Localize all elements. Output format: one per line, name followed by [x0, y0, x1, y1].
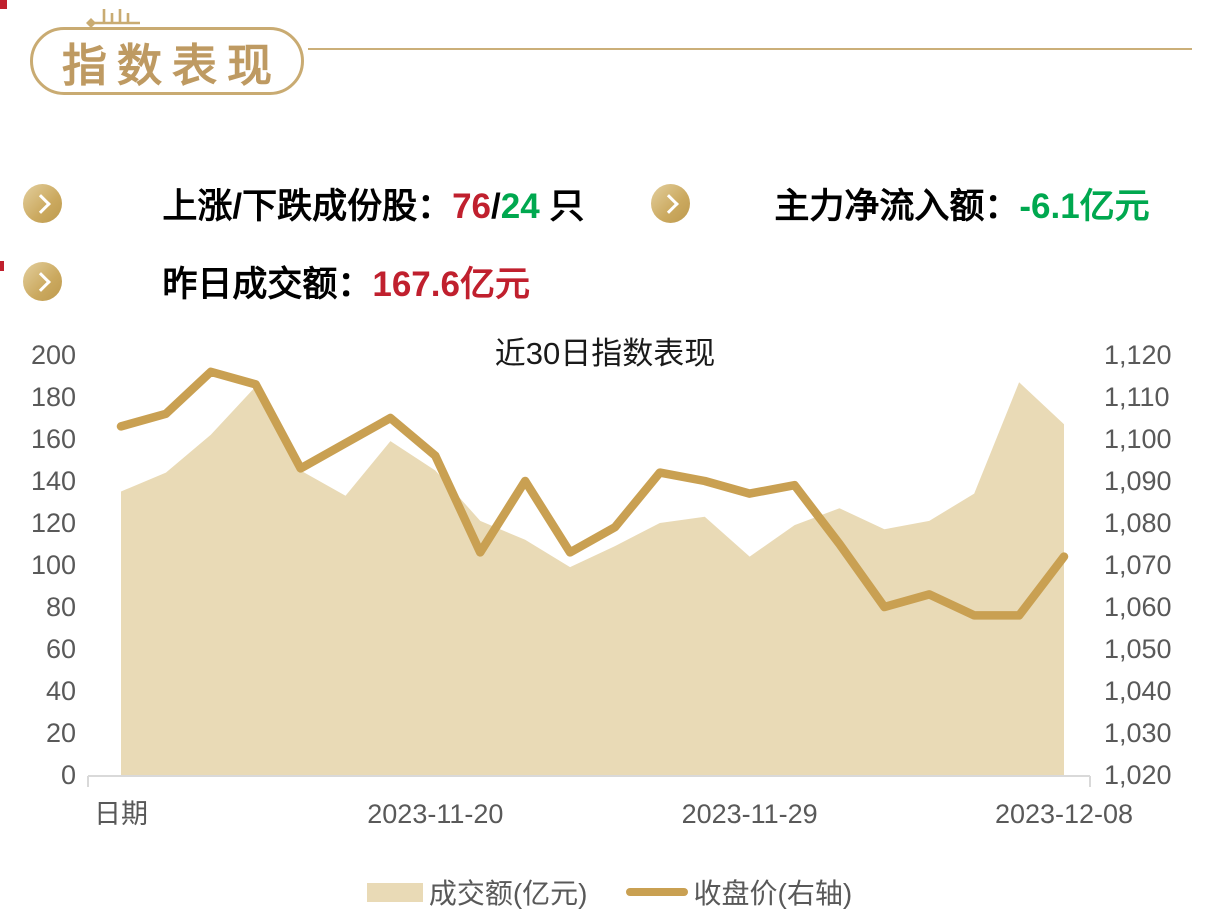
axis-tick-label: 1,060 — [1104, 592, 1172, 622]
axis-tick-label: 120 — [30, 508, 76, 538]
section-title-badge: 指数表现 — [30, 27, 304, 95]
axis-tick-label: 140 — [30, 466, 76, 496]
axis-tick-label: 1,110 — [1104, 382, 1170, 412]
header-divider — [308, 48, 1192, 50]
axis-tick-label: 180 — [30, 382, 76, 412]
axis-tick-label: 80 — [45, 592, 76, 622]
axis-tick-label: 2023-11-20 — [367, 799, 504, 829]
section-title: 指数表现 — [61, 39, 282, 91]
stat-label: 主力净流入额： — [774, 187, 1020, 226]
axis-tick-label: 1,080 — [1104, 508, 1172, 538]
axis-tick-label: 100 — [30, 550, 76, 580]
stat-up-down-constituents: 上涨/下跌成份股：76/24 只 — [23, 138, 584, 269]
stat-up-down-text: 上涨/下跌成份股：76/24 只 — [104, 138, 584, 269]
tassel-decoration-icon — [86, 9, 140, 28]
turnover-area-series — [121, 382, 1064, 775]
axis-tick-label: 0 — [60, 760, 76, 790]
axis-tick-label: 2023-12-08 — [994, 799, 1134, 829]
down-count: 24 — [500, 187, 540, 226]
turnover-value: 167.6亿元 — [372, 265, 530, 304]
legend-item-turnover: 成交额(亿元) — [366, 872, 588, 912]
axis-tick-label: 40 — [45, 676, 76, 706]
screen-edge-artifact — [0, 261, 4, 271]
axis-tick-label: 1,100 — [1104, 424, 1172, 454]
chart-legend: 成交额(亿元) 收盘价(右轴) — [0, 872, 1219, 912]
axis-tick-label: 2023-11-29 — [681, 799, 818, 829]
axis-tick-label: 200 — [30, 340, 76, 370]
axis-tick-label: 160 — [30, 424, 76, 454]
axis-tick-label: 1,090 — [1104, 466, 1172, 496]
net-inflow-value: -6.1亿元 — [1019, 187, 1150, 226]
axis-tick-label: 日期 — [94, 799, 148, 829]
stat-net-inflow-text: 主力净流入额：-6.1亿元 — [716, 138, 1150, 269]
separator: / — [491, 187, 501, 226]
axis-tick-label: 1,030 — [1104, 718, 1172, 748]
stat-turnover-text: 昨日成交额：167.6亿元 — [104, 216, 530, 347]
chevron-bullet-icon — [23, 262, 62, 301]
chart-title: 近30日指数表现 — [494, 336, 716, 371]
stat-label: 昨日成交额： — [162, 265, 373, 304]
close-price-line-series — [116, 367, 1069, 620]
legend-label: 成交额(亿元) — [428, 878, 588, 909]
chevron-bullet-icon — [23, 184, 62, 223]
stat-yesterday-turnover: 昨日成交额：167.6亿元 — [23, 216, 530, 347]
axis-tick-label: 20 — [45, 718, 76, 748]
up-count: 76 — [452, 187, 492, 226]
legend-label: 收盘价(右轴) — [693, 878, 853, 909]
axis-tick-label: 1,050 — [1104, 634, 1172, 664]
axis-tick-label: 1,120 — [1104, 340, 1172, 370]
area-swatch-icon — [366, 882, 423, 902]
screen-edge-artifact — [0, 0, 7, 9]
axis-tick-label: 1,070 — [1104, 550, 1172, 580]
axis-tick-label: 1,040 — [1104, 676, 1172, 706]
stat-label: 上涨/下跌成份股： — [162, 187, 453, 226]
chevron-bullet-icon — [651, 184, 690, 223]
legend-item-close-price: 收盘价(右轴) — [625, 872, 853, 912]
unit: 只 — [539, 187, 585, 226]
axis-tick-label: 60 — [45, 634, 76, 664]
axis-tick-label: 1,020 — [1104, 760, 1172, 790]
line-swatch-icon — [625, 888, 688, 896]
stat-main-net-inflow: 主力净流入额：-6.1亿元 — [651, 138, 1150, 269]
